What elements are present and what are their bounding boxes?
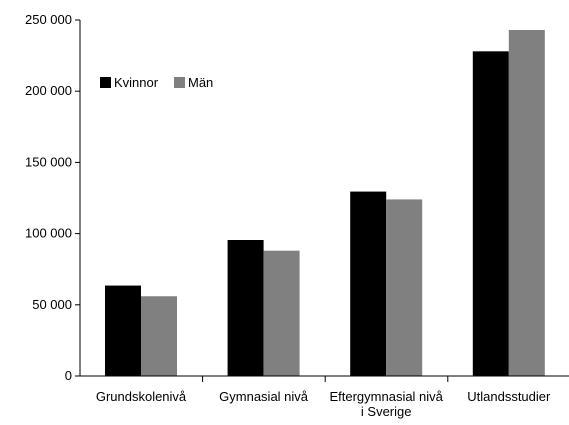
- legend-swatch-kvinnor: [100, 77, 111, 88]
- bar-kvinnor-0: [105, 285, 141, 376]
- legend-label-kvinnor: Kvinnor: [114, 75, 159, 90]
- bar-män-2: [386, 199, 423, 376]
- y-tick-label-4: 200 000: [25, 83, 72, 98]
- y-tick-label-0: 0: [65, 368, 72, 383]
- y-tick-label-3: 150 000: [25, 154, 72, 169]
- legend-label-män: Män: [188, 75, 213, 90]
- category-label-2: Eftergymnasial nivå i Sverige: [329, 389, 443, 419]
- y-tick-label-2: 100 000: [25, 226, 72, 241]
- category-label-1: Gymnasial nivå: [219, 389, 309, 404]
- bars-group: [105, 29, 545, 377]
- bar-kvinnor-1: [227, 240, 264, 376]
- axes-group: 0 50 000 100 000 150 000 200 000 250 000 Grund…: [25, 12, 569, 419]
- category-label-0: Grundskolenivå: [96, 389, 187, 404]
- y-tick-label-5: 250 000: [25, 12, 72, 27]
- bar-kvinnor-2: [350, 191, 387, 376]
- category-label-3: Utlandsstudier: [467, 389, 551, 404]
- bar-män-3: [508, 29, 545, 377]
- bar-män-1: [263, 250, 300, 376]
- legend-swatch-män: [174, 77, 185, 88]
- bar-män-0: [141, 296, 177, 376]
- legend: Kvinnor Män: [100, 75, 213, 90]
- bar-kvinnor-3: [472, 51, 509, 376]
- y-tick-label-1: 50 000: [32, 297, 72, 312]
